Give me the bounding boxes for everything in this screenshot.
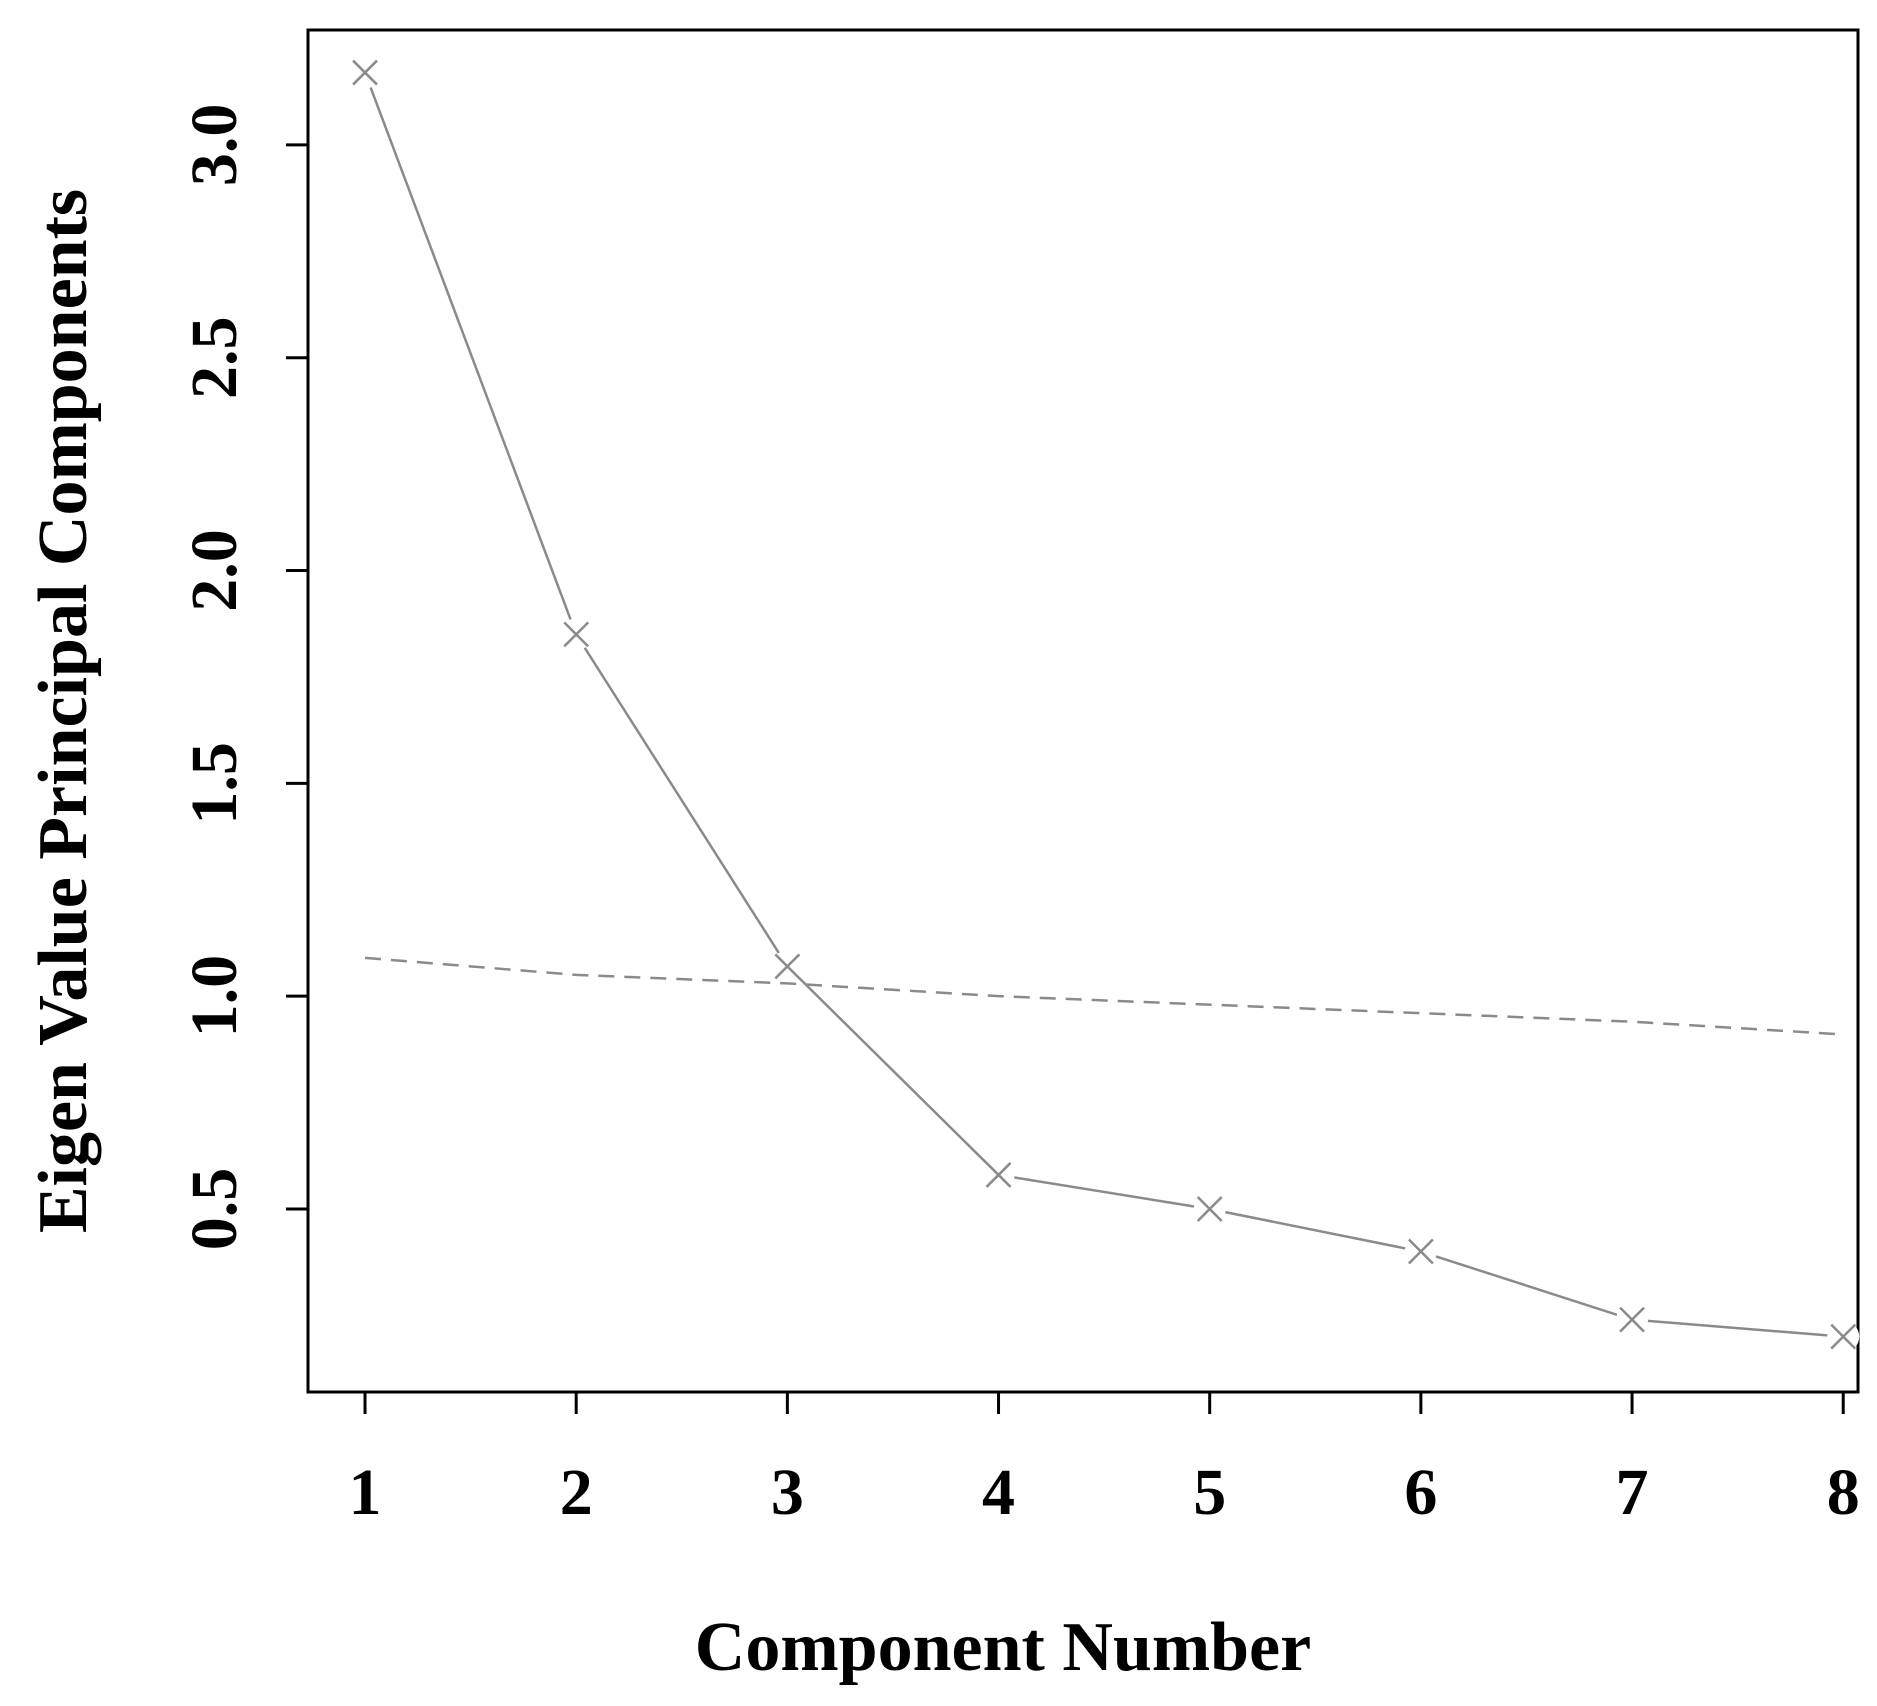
data-point-marker [982,1158,1015,1191]
dashed-series-line [364,956,1844,1036]
y-tick-label: 1.0 [178,955,251,1037]
data-point-marker [1193,1192,1226,1225]
x-tick-label: 8 [1827,1456,1860,1529]
x-axis: 1 2 3 4 5 6 7 8 [349,1390,1860,1529]
data-point-marker [560,618,593,651]
x-tick-label: 7 [1616,1456,1649,1529]
y-tick-label: 3.0 [178,104,251,187]
y-axis: 0.5 1.0 1.5 2.0 2.5 3.0 [178,104,308,1251]
x-tick-label: 6 [1404,1456,1437,1529]
y-tick-label: 2.0 [178,529,251,612]
x-axis-title: Component Number [695,1609,1311,1686]
eigenvalue-series-line [363,72,1844,1338]
y-axis-title: Eigen Value Principal Components [25,189,102,1233]
y-tick-label: 1.5 [178,742,251,825]
x-tick-label: 4 [982,1456,1015,1529]
x-tick-label: 2 [560,1456,593,1529]
data-point-marker [1616,1303,1649,1336]
x-tick-label: 1 [349,1456,382,1529]
x-tick-label: 5 [1193,1456,1226,1529]
x-tick-label: 3 [771,1456,804,1529]
data-point-marker [1404,1235,1437,1268]
series-layer [349,56,1860,1353]
y-tick-label: 2.5 [178,316,251,399]
data-point-marker [771,950,804,983]
data-point-marker [1827,1320,1860,1353]
y-tick-label: 0.5 [178,1168,251,1251]
data-point-marker [349,56,382,89]
